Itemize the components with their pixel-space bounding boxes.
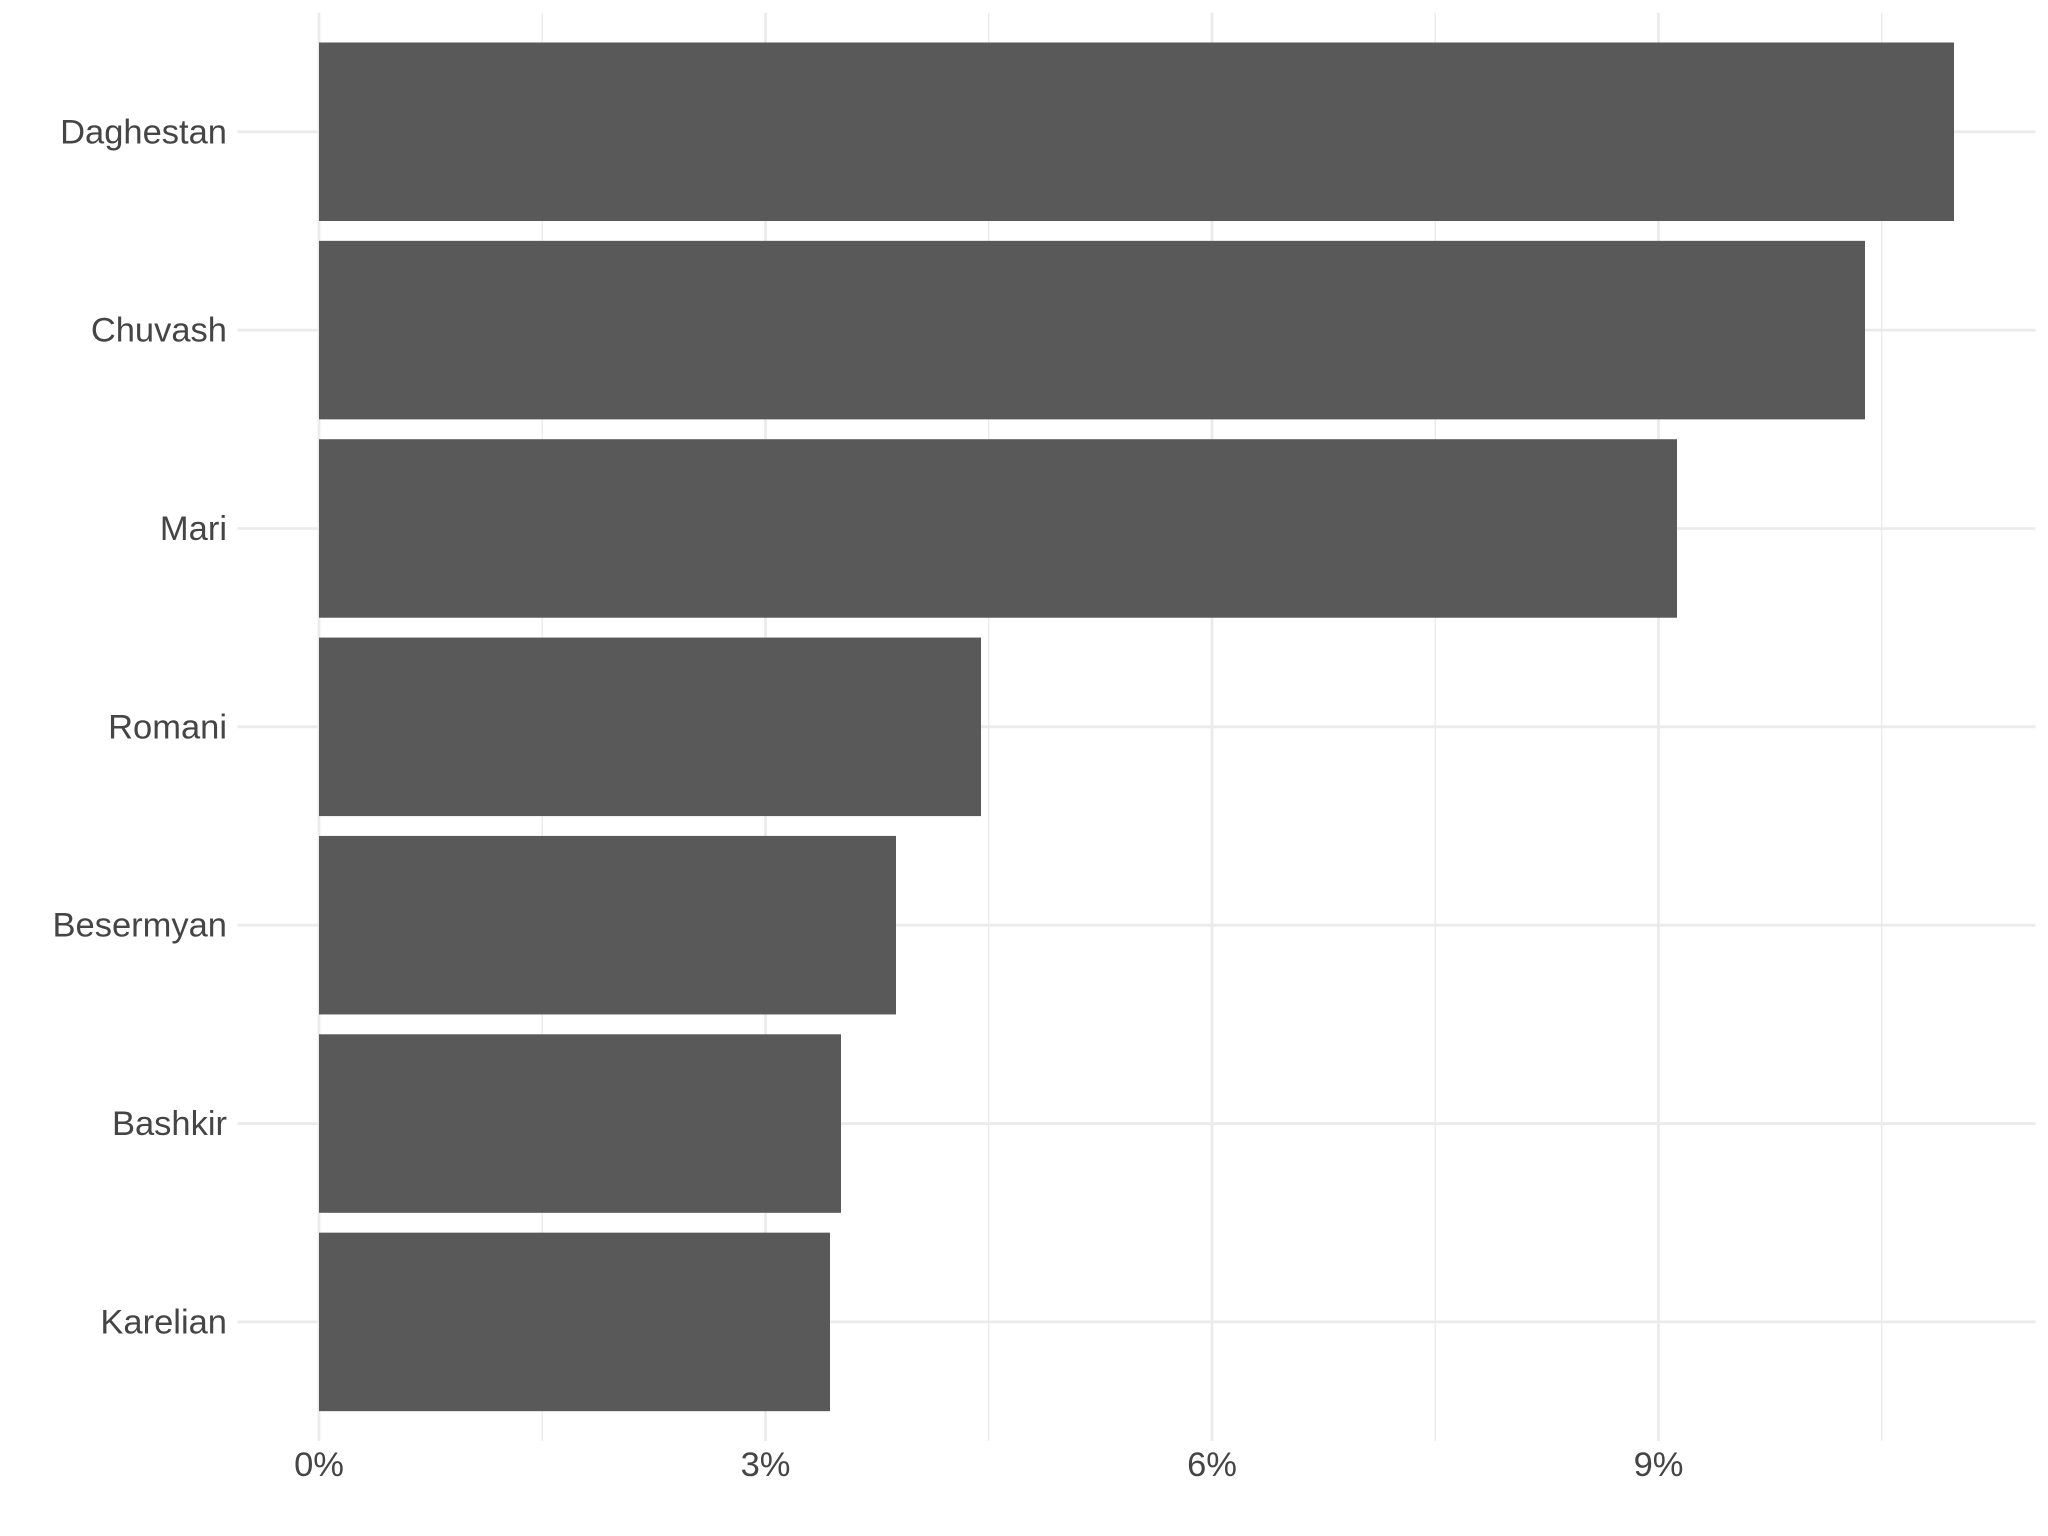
svg-text:0%: 0%	[294, 1446, 344, 1484]
svg-text:9%: 9%	[1634, 1446, 1684, 1484]
svg-text:6%: 6%	[1187, 1446, 1237, 1484]
svg-text:Daghestan: Daghestan	[60, 113, 227, 151]
svg-text:Bashkir: Bashkir	[112, 1105, 227, 1143]
svg-text:Karelian: Karelian	[100, 1303, 227, 1341]
svg-text:Chuvash: Chuvash	[91, 312, 227, 350]
svg-text:Romani: Romani	[108, 708, 227, 746]
svg-text:Besermyan: Besermyan	[53, 907, 228, 945]
svg-text:3%: 3%	[741, 1446, 791, 1484]
svg-text:Mari: Mari	[160, 510, 227, 548]
